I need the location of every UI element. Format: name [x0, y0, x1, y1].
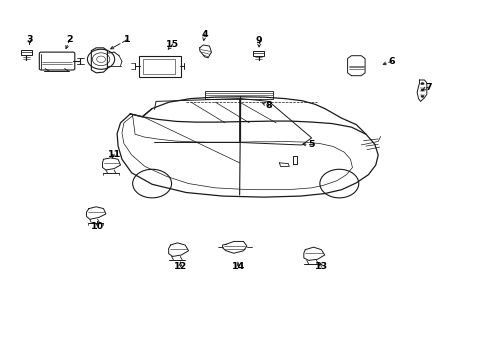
Text: 10: 10	[91, 222, 104, 231]
FancyBboxPatch shape	[39, 52, 75, 70]
Circle shape	[420, 89, 423, 91]
Text: 8: 8	[265, 101, 272, 110]
Text: 5: 5	[308, 140, 314, 149]
Text: 13: 13	[314, 262, 327, 271]
FancyBboxPatch shape	[253, 51, 264, 56]
Text: 14: 14	[232, 262, 245, 271]
Text: 7: 7	[424, 83, 431, 92]
Text: 15: 15	[165, 40, 179, 49]
Circle shape	[420, 95, 423, 98]
Text: 9: 9	[255, 36, 262, 45]
Circle shape	[420, 82, 423, 85]
Text: 6: 6	[387, 57, 394, 66]
FancyBboxPatch shape	[21, 50, 31, 55]
Text: 1: 1	[123, 36, 130, 45]
FancyBboxPatch shape	[142, 59, 175, 74]
Text: 2: 2	[66, 36, 73, 45]
Text: 11: 11	[107, 150, 121, 159]
Text: 12: 12	[173, 262, 186, 271]
Text: 4: 4	[201, 30, 207, 39]
Text: 3: 3	[26, 36, 33, 45]
FancyBboxPatch shape	[139, 56, 181, 77]
